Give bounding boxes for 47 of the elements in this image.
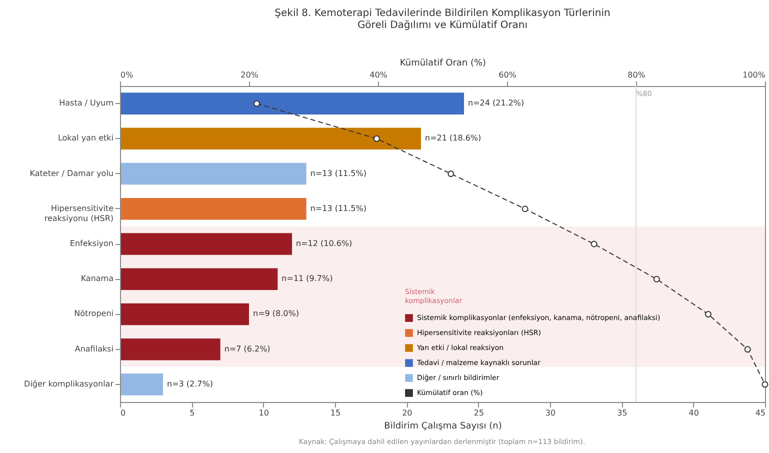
x-tick-label: 5 xyxy=(190,408,195,418)
x-tick-label: 10 xyxy=(258,408,269,418)
bar xyxy=(120,303,249,326)
x2-tick-label: 0% xyxy=(120,70,134,80)
x2-axis-title: Kümülatif Oran (%) xyxy=(400,58,486,68)
x-axis-title: Bildirim Çalışma Sayısı (n) xyxy=(384,422,502,432)
x2-tick-label: 80% xyxy=(628,70,646,80)
bar xyxy=(120,92,464,114)
x-tick-label: 30 xyxy=(545,408,556,418)
y-tick-label: Diğer komplikasyonlar xyxy=(24,379,114,388)
x-tick-label: 40 xyxy=(688,408,699,418)
bar xyxy=(120,198,306,220)
bar xyxy=(120,128,421,150)
data-label: n=7 (6.2%) xyxy=(224,344,270,354)
y-tick-label: Anafilaksi xyxy=(74,344,114,354)
data-label: n=13 (11.5%) xyxy=(310,204,366,213)
y-tick-label: Enfeksiyon xyxy=(70,239,114,248)
data-label: n=3 (2.7%) xyxy=(167,379,213,388)
x2-tick-label: 100% xyxy=(742,70,766,80)
x-tick-label: 15 xyxy=(330,408,341,418)
x2-tick-label: 20% xyxy=(240,70,259,80)
x2-tick-label: 60% xyxy=(498,70,517,80)
y-tick-label: Hasta / Uyum xyxy=(59,98,114,108)
text: Göreli Dağılımı ve Kümülatif Oranı xyxy=(357,20,528,31)
data-label: n=9 (8.0%) xyxy=(253,309,299,318)
x-tick-label: 0 xyxy=(120,408,126,418)
bar xyxy=(120,374,163,396)
bar xyxy=(120,233,292,255)
data-label: n=21 (18.6%) xyxy=(425,134,482,143)
x-tick-label: 25 xyxy=(474,408,484,418)
x-tick-label: 35 xyxy=(617,408,628,418)
data-label: n=24 (21.2%) xyxy=(468,98,524,108)
bar xyxy=(120,162,306,185)
data-label: n=12 (10.6%) xyxy=(296,239,352,248)
x-tick-label: 45 xyxy=(755,408,766,418)
y-tick-label: Lokal yan etki xyxy=(58,134,114,143)
data-label: n=13 (11.5%) xyxy=(310,168,366,178)
x-tick-label: 20 xyxy=(402,408,412,418)
y-tick-label: Nötropeni xyxy=(74,309,114,318)
y-tick-label: Hipersensitivite reaksiyonu (HSR) xyxy=(44,204,114,223)
data-label: n=11 (9.7%) xyxy=(282,274,333,284)
y-tick-label: Kateter / Damar yolu xyxy=(30,168,114,178)
bar xyxy=(120,268,278,290)
y-tick-label: Kanama xyxy=(80,274,114,284)
text: Şekil 8. Kemoterapi Tedavilerinde Bildirilen Komplikasyon Türlerinin xyxy=(274,8,610,19)
x2-tick-label: 40% xyxy=(370,70,388,80)
bar xyxy=(120,338,220,360)
